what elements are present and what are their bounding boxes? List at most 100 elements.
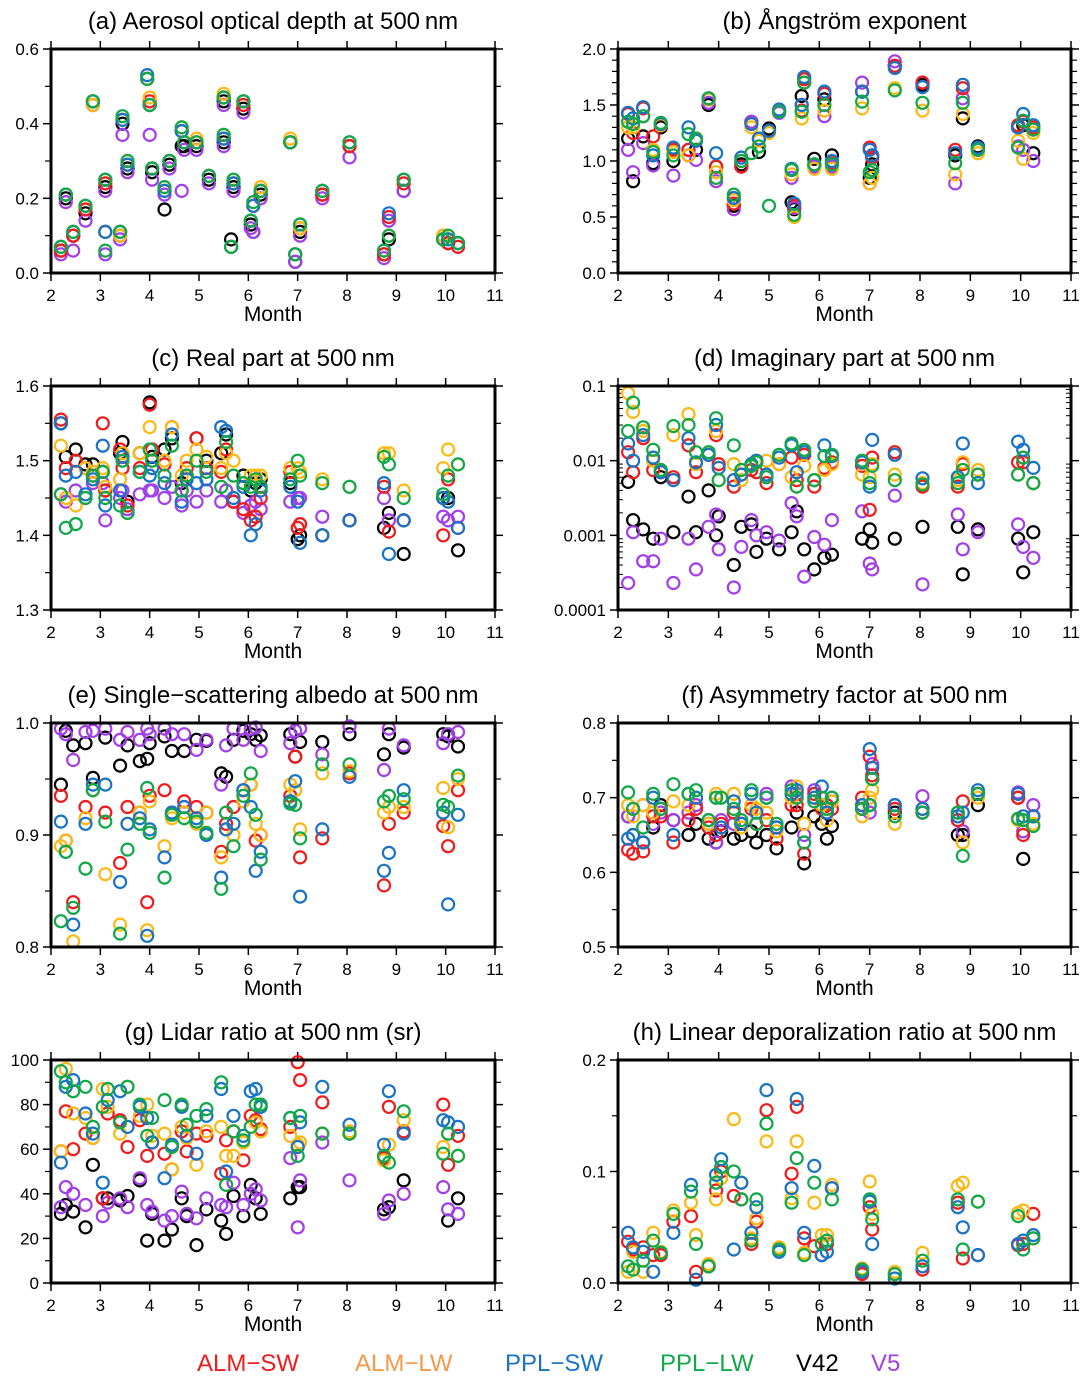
y-tick-label: 0.9: [15, 826, 39, 845]
data-point: [450, 807, 466, 822]
data-point: [1016, 565, 1031, 580]
data-point: [112, 732, 128, 747]
data-point: [784, 1166, 799, 1181]
data-point: [865, 535, 880, 550]
data-point: [115, 453, 130, 468]
data-point: [744, 783, 759, 798]
data-point: [112, 228, 128, 243]
data-point: [714, 1152, 729, 1167]
data-point: [1026, 153, 1041, 169]
data-point: [1010, 517, 1026, 532]
data-point: [970, 467, 986, 482]
data-point: [288, 774, 303, 789]
data-point: [854, 801, 870, 817]
data-point: [246, 195, 261, 210]
x-tick-label: 9: [392, 623, 401, 642]
data-point: [53, 914, 69, 929]
data-point: [817, 84, 832, 99]
data-point: [95, 464, 110, 479]
data-point: [955, 805, 970, 820]
data-point: [189, 732, 204, 747]
data-point: [174, 183, 189, 198]
data-point: [315, 509, 330, 524]
data-point: [226, 468, 241, 483]
data-point: [174, 1184, 189, 1199]
data-point: [219, 1148, 234, 1164]
data-point: [450, 1206, 466, 1222]
data-point: [681, 531, 696, 546]
data-point: [120, 498, 135, 513]
data-point: [98, 243, 113, 258]
data-point: [100, 1099, 115, 1114]
data-point: [376, 863, 392, 878]
data-point: [950, 1192, 965, 1207]
data-point: [666, 140, 681, 155]
data-point: [98, 730, 113, 745]
data-point: [290, 494, 305, 509]
data-point: [441, 228, 456, 243]
data-point: [199, 1191, 214, 1206]
data-point: [342, 479, 357, 494]
x-tick-label: 8: [915, 1296, 924, 1315]
data-point: [1016, 151, 1031, 166]
data-point: [112, 224, 128, 239]
data-point: [288, 247, 303, 262]
data-point: [164, 743, 179, 759]
data-point: [794, 104, 809, 119]
data-point: [396, 799, 411, 815]
data-point: [807, 809, 822, 824]
series-v42: [53, 395, 466, 562]
series-v5: [53, 719, 466, 792]
data-point: [164, 807, 179, 822]
data-point: [751, 139, 767, 154]
data-point: [142, 97, 157, 113]
data-point: [145, 1204, 160, 1219]
y-tick-label: 40: [20, 1185, 39, 1204]
data-point: [199, 472, 214, 487]
data-point: [450, 768, 466, 783]
data-point: [157, 783, 172, 798]
series-ppl-sw: [53, 769, 466, 943]
series-ppl-sw: [620, 60, 1041, 211]
data-point: [189, 494, 204, 509]
data-point: [734, 473, 749, 488]
data-point: [243, 1119, 258, 1135]
data-point: [824, 161, 840, 176]
data-point: [376, 747, 392, 762]
data-point: [157, 1233, 172, 1248]
data-point: [68, 498, 83, 513]
x-tick-label: 2: [46, 286, 55, 305]
data-point: [688, 1264, 704, 1279]
data-point: [915, 477, 930, 492]
data-point: [955, 95, 970, 110]
series-v5: [53, 71, 466, 269]
y-tick-label: 0.1: [582, 1163, 606, 1182]
data-point: [734, 467, 749, 482]
data-point: [681, 407, 696, 422]
y-tick-label: 0.6: [582, 863, 606, 882]
data-point: [625, 827, 641, 843]
data-point: [140, 923, 155, 938]
data-point: [248, 1081, 263, 1097]
panel-title: (h) Linear deporalization ratio at 500 n…: [633, 1019, 1057, 1046]
data-point: [142, 794, 157, 809]
data-point: [646, 790, 661, 805]
data-point: [98, 867, 113, 882]
data-point: [288, 254, 303, 269]
x-tick-label: 2: [613, 1296, 622, 1315]
data-point: [865, 148, 880, 163]
series-v5: [620, 54, 1041, 217]
data-point: [68, 516, 83, 532]
data-point: [436, 528, 451, 543]
data-point: [787, 207, 802, 222]
data-point: [120, 153, 135, 169]
data-point: [646, 158, 661, 173]
data-point: [620, 436, 636, 451]
data-point: [711, 473, 726, 488]
data-point: [1016, 851, 1031, 867]
data-point: [862, 797, 877, 813]
data-point: [132, 1171, 147, 1186]
y-tick-label: 0.0: [15, 264, 39, 283]
data-point: [759, 453, 774, 468]
data-point: [53, 814, 69, 829]
